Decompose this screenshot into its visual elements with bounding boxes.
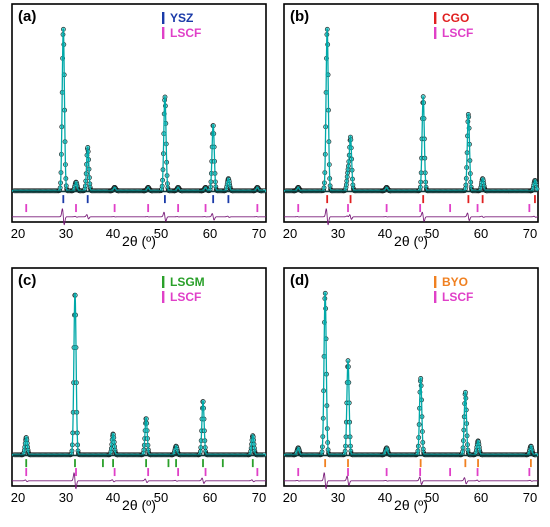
x-tick-label: 40 xyxy=(378,490,392,505)
x-tick-label: 20 xyxy=(11,226,25,241)
difference-curve xyxy=(284,208,539,226)
x-axis-label: 2θ (º) xyxy=(394,233,428,249)
legend-label-lsgm: LSGM xyxy=(170,275,205,289)
x-tick-label: 70 xyxy=(252,490,266,505)
difference-curve xyxy=(12,472,266,490)
x-axis-label: 2θ (º) xyxy=(122,497,156,513)
difference-curve xyxy=(12,208,266,226)
legend-swatch-cgo xyxy=(434,12,437,24)
legend-swatch-ysz xyxy=(162,12,165,24)
reflection-ticks-lscf xyxy=(297,468,531,477)
legend-label-cgo: CGO xyxy=(442,11,469,25)
x-axis-label: 2θ (º) xyxy=(394,497,428,513)
x-tick-label: 50 xyxy=(154,226,168,241)
x-tick-label: 20 xyxy=(283,490,297,505)
x-tick-label: 70 xyxy=(523,490,537,505)
panel-label: (a) xyxy=(18,8,36,25)
legend-swatch-lscf xyxy=(162,27,165,39)
x-tick-label: 50 xyxy=(425,226,439,241)
x-tick-label: 40 xyxy=(378,226,392,241)
legend-label-ysz: YSZ xyxy=(170,11,193,25)
x-tick-label: 60 xyxy=(474,226,488,241)
legend-label-lscf: LSCF xyxy=(170,26,201,40)
reflection-ticks-lscf xyxy=(25,204,259,213)
legend-swatch-lscf xyxy=(434,27,437,39)
plot-frame xyxy=(11,267,267,487)
reflection-ticks-ysz xyxy=(62,195,230,204)
x-tick-label: 60 xyxy=(474,490,488,505)
legend-label-lscf: LSCF xyxy=(442,290,473,304)
x-tick-label: 60 xyxy=(203,490,217,505)
panel-label: (c) xyxy=(18,272,36,289)
x-axis-label: 2θ (º) xyxy=(122,233,156,249)
x-tick-label: 50 xyxy=(154,490,168,505)
x-tick-label: 30 xyxy=(331,226,345,241)
x-tick-label: 60 xyxy=(203,226,217,241)
plot-frame xyxy=(11,3,267,223)
x-tick-label: 20 xyxy=(283,226,297,241)
x-tick-label: 30 xyxy=(59,226,73,241)
legend-label-lscf: LSCF xyxy=(442,26,473,40)
legend-swatch-byo xyxy=(434,276,437,288)
legend-swatch-lsgm xyxy=(162,276,165,288)
x-tick-label: 50 xyxy=(425,490,439,505)
reflection-ticks-cgo xyxy=(326,195,536,204)
x-tick-label: 20 xyxy=(11,490,25,505)
x-tick-label: 70 xyxy=(252,226,266,241)
reflection-ticks-lscf xyxy=(297,204,531,213)
panel-label: (d) xyxy=(290,272,309,289)
panel-label: (b) xyxy=(290,8,309,25)
reflection-ticks-lsgm xyxy=(25,459,254,468)
legend-label-lscf: LSCF xyxy=(170,290,201,304)
x-tick-label: 40 xyxy=(106,226,120,241)
reflection-ticks-byo xyxy=(324,459,532,468)
x-tick-label: 30 xyxy=(331,490,345,505)
x-tick-label: 40 xyxy=(106,490,120,505)
legend-swatch-lscf xyxy=(434,291,437,303)
legend-swatch-lscf xyxy=(162,291,165,303)
reflection-ticks-lscf xyxy=(25,468,259,477)
difference-curve xyxy=(284,472,538,490)
legend-label-byo: BYO xyxy=(442,275,468,289)
x-tick-label: 70 xyxy=(523,226,537,241)
x-tick-label: 30 xyxy=(59,490,73,505)
